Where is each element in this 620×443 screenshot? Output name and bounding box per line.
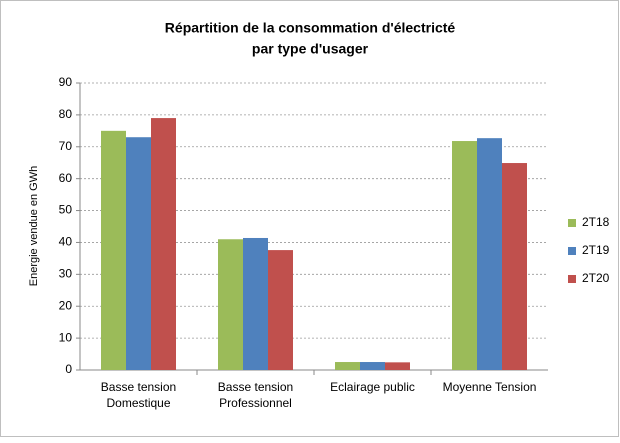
- y-tick-label: 20: [59, 298, 73, 312]
- y-tick-label: 60: [59, 171, 73, 185]
- y-tick-label: 0: [65, 362, 72, 376]
- legend-swatch: [568, 219, 576, 227]
- bar: [385, 362, 410, 370]
- x-tick-label: Basse tension: [101, 380, 176, 394]
- y-tick-label: 90: [59, 75, 73, 89]
- y-axis-label: Energie vendue en GWh: [28, 166, 40, 286]
- bar: [268, 250, 293, 370]
- bar: [151, 118, 176, 370]
- bar: [360, 362, 385, 370]
- bar: [218, 239, 243, 370]
- chart-title-line: Répartition de la consommation d'électri…: [165, 20, 456, 36]
- x-tick-label: Professionnel: [219, 396, 292, 410]
- legend-label: 2T18: [582, 215, 610, 229]
- bar: [335, 362, 360, 370]
- y-tick-label: 40: [59, 235, 73, 249]
- legend-label: 2T19: [582, 243, 610, 257]
- legend-swatch: [568, 247, 576, 255]
- y-tick-label: 70: [59, 139, 73, 153]
- bar: [452, 141, 477, 370]
- chart-title-line: par type d'usager: [252, 41, 369, 57]
- x-tick-label: Basse tension: [218, 380, 293, 394]
- legend-swatch: [568, 275, 576, 283]
- bar: [243, 237, 268, 370]
- x-tick-label: Eclairage public: [330, 380, 415, 394]
- bar: [502, 163, 527, 370]
- x-tick-label: Moyenne Tension: [443, 380, 537, 394]
- y-tick-label: 10: [59, 330, 73, 344]
- y-tick-label: 50: [59, 203, 73, 217]
- bar: [126, 137, 151, 370]
- bar: [477, 138, 502, 370]
- y-tick-label: 30: [59, 267, 73, 281]
- bar: [101, 130, 126, 370]
- y-tick-label: 80: [59, 107, 73, 121]
- legend-label: 2T20: [582, 271, 610, 285]
- x-tick-label: Domestique: [106, 396, 170, 410]
